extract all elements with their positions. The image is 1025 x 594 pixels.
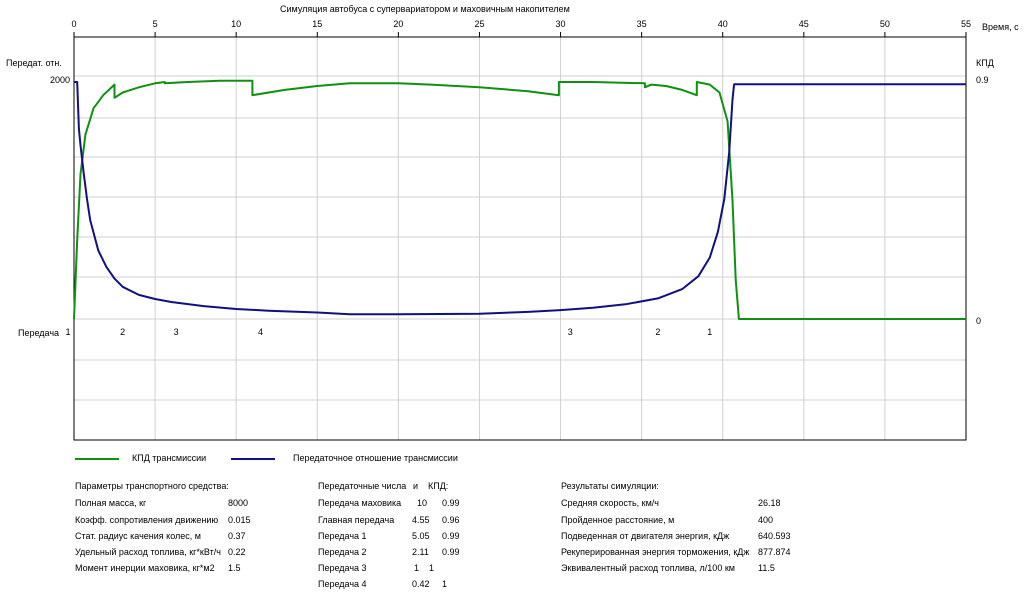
gear-label: Передача 4: [318, 579, 367, 589]
x-tick-label: 10: [231, 19, 241, 29]
gear-efficiency: 0.96: [442, 515, 460, 525]
left-axis-label: Передат. отн.: [6, 58, 62, 68]
gear-mark: 4: [258, 327, 263, 337]
result-label: Рекуперированная энергия торможения, кДж: [561, 547, 750, 557]
gear-mark: 3: [174, 327, 179, 337]
result-label: Средняя скорость, км/ч: [561, 498, 659, 508]
x-tick-label: 55: [961, 19, 971, 29]
plot-frame: [73, 36, 967, 441]
gears-title: Передаточные числа: [318, 481, 407, 491]
result-label: Пройденное расстояние, м: [561, 515, 675, 525]
gear-ratio: 0.42: [412, 579, 430, 589]
x-tick-label: 40: [718, 19, 728, 29]
result-label: Подведенная от двигателя энергия, кДж: [561, 531, 730, 541]
series-line-ratio: [74, 81, 966, 316]
x-axis-label: Время, с: [982, 22, 1019, 32]
gear-mark: 1: [707, 327, 712, 337]
gear-label: Передача 1: [318, 531, 367, 541]
param-value: 8000: [228, 498, 249, 508]
gear-label: Передача 2: [318, 547, 367, 557]
gear-efficiency: 0.99: [442, 547, 460, 557]
gear-efficiency: 0.99: [442, 531, 460, 541]
params-title: Параметры транспортного средства:: [75, 481, 229, 491]
gear-axis-label: Передача: [18, 328, 60, 338]
gear-efficiency: 0.99: [442, 498, 460, 508]
param-value: 0.015: [228, 515, 251, 525]
gear-ratio: 1: [414, 563, 420, 573]
gear-mark: 1: [65, 327, 70, 337]
param-value: 0.37: [228, 531, 246, 541]
right-axis-tick-top: 0.9: [976, 75, 989, 85]
gear-label: Передача маховика: [318, 498, 402, 508]
x-tick-label: 50: [880, 19, 890, 29]
param-label: Момент инерции маховика, кг*м2: [75, 563, 215, 573]
results-title: Результаты симуляции:: [561, 481, 659, 491]
param-value: 0.22: [228, 547, 246, 557]
gear-efficiency: 1: [442, 579, 448, 589]
gear-ratio: 2.11: [412, 547, 429, 557]
x-tick-label: 30: [556, 19, 566, 29]
param-label: Полная масса, кг: [75, 498, 147, 508]
param-value: 1.5: [228, 563, 241, 573]
right-axis-label: КПД: [976, 58, 994, 68]
gear-label: Передача 3: [318, 563, 367, 573]
x-tick-label: 15: [312, 19, 322, 29]
legend-swatch-ratio: [231, 458, 275, 460]
param-label: Стат. радиус качения колес, м: [75, 531, 201, 541]
result-value: 26.18: [758, 498, 781, 508]
right-axis-tick-zero: 0: [976, 316, 982, 326]
result-value: 11.5: [758, 563, 775, 573]
legend-label-ratio: Передаточное отношение трансмиссии: [293, 453, 458, 463]
plot-border: [73, 36, 967, 441]
result-label: Эквивалентный расход топлива, л/100 км: [561, 563, 735, 573]
gear-label: Главная передача: [318, 515, 395, 525]
x-tick-label: 25: [474, 19, 484, 29]
gear-mark: 2: [120, 327, 125, 337]
result-value: 400: [758, 515, 774, 525]
gear-ratio: 10: [417, 498, 428, 508]
left-axis-tick: 2000: [50, 75, 71, 85]
gear-mark: 3: [568, 327, 573, 337]
x-tick-label: 45: [799, 19, 809, 29]
gears-title-and: и: [413, 481, 419, 491]
gear-ratio: 4.55: [412, 515, 430, 525]
param-label: Коэфф. сопротивления движению: [75, 515, 219, 525]
chart: 0 5 10 15 20 25 30 35 40 45 50 55 1 2 3 4 3 2 1: [65, 19, 971, 441]
gear-efficiency: 1: [429, 563, 435, 573]
gears-title-eff: КПД:: [428, 481, 449, 491]
gear-mark: 2: [655, 327, 660, 337]
param-label: Удельный расход топлива, кг*кВт/ч: [75, 547, 221, 557]
x-tick-label: 5: [153, 19, 158, 29]
legend-swatch-efficiency: [75, 458, 119, 460]
x-tick-label: 20: [393, 19, 403, 29]
result-value: 640.593: [758, 531, 791, 541]
chart-title: Симуляция автобуса с супервариатором и м…: [280, 4, 570, 14]
legend-label-efficiency: КПД трансмиссии: [132, 453, 207, 463]
x-tick-label: 0: [71, 19, 76, 29]
x-tick-label: 35: [637, 19, 647, 29]
series-line-efficiency: [73, 79, 966, 320]
gear-ratio: 5.05: [412, 531, 430, 541]
result-value: 877.874: [758, 547, 791, 557]
